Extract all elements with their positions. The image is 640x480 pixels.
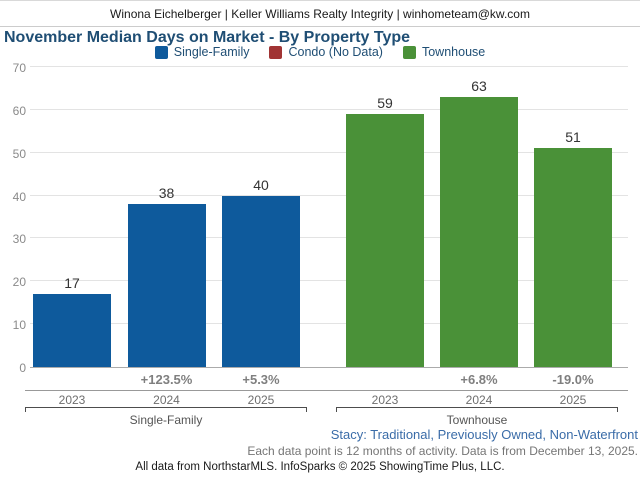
bar-value-label: 63 [471,78,487,94]
legend-label: Townhouse [421,45,486,59]
gridline [30,151,628,153]
year-label: 2023 [58,393,86,407]
year-label: 2025 [559,393,587,407]
bar-value-label: 38 [158,185,175,202]
pct-row-divider [25,390,628,391]
year-label: 2024 [465,393,493,407]
y-axis-labels: 0 10 20 30 40 50 60 70 [0,61,26,375]
pct-change-row: +6.8% -19.0% [346,372,612,387]
y-tick-label: 0 [19,361,26,375]
bar-value-label: 40 [253,176,269,193]
chart-title: November Median Days on Market - By Prop… [4,29,411,46]
legend-swatch-icon [154,45,168,59]
bar-townhouse-2024[interactable] [440,97,518,367]
chart-legend: Single-Family Condo (No Data) Townhouse [0,45,640,59]
legend-item: Townhouse [402,45,486,59]
pct-change-label: +5.3% [242,372,280,387]
agent-header-text: Winona Eichelberger | Keller Williams Re… [110,7,530,21]
bar-group-townhouse: 59 63 51 [346,68,612,367]
bar-value-label: 51 [565,129,581,146]
attribution: All data from NorthstarMLS. InfoSparks ©… [135,461,505,473]
legend-item: Single-Family [154,45,250,59]
pct-change-label [346,372,424,387]
chart-plot: 17 38 40 59 63 51 [30,66,628,368]
y-tick-label: 70 [12,61,26,75]
bar-townhouse-2025[interactable] [534,148,612,367]
year-label: 2024 [153,393,180,407]
legend-swatch-icon [269,45,283,59]
bar-townhouse-2023[interactable] [346,114,424,367]
bar-slot: 38 [127,68,206,367]
year-label: 2023 [371,393,399,407]
y-tick-label: 20 [12,275,26,290]
data-note: Each data point is 12 months of activity… [247,444,638,458]
year-label-row: 2023 2024 2025 [346,393,612,407]
group-bracket [336,407,618,412]
gridline [30,108,628,110]
gridline [30,237,628,239]
group-label: Single-Family [129,413,203,427]
bar-slot: 17 [33,68,111,367]
legend-label: Single-Family [173,45,250,59]
y-tick-label: 40 [12,189,26,204]
pct-change-row: +123.5% +5.3% [33,372,300,387]
bar-slot: 63 [440,68,518,367]
gridline [30,280,628,282]
pct-change-label: -19.0% [552,372,594,387]
gridline [30,194,628,196]
bar-value-label: 59 [377,95,393,112]
year-label: 2025 [247,393,275,407]
legend-swatch-icon [402,45,416,59]
bar-single-family-2025[interactable] [222,195,300,367]
pct-change-label [33,372,111,387]
y-tick-label: 50 [12,146,26,161]
pct-change-label: +123.5% [140,372,193,387]
group-label: Townhouse [446,413,508,427]
year-label-row: 2023 2024 2025 [33,393,300,407]
y-tick-label: 10 [12,318,26,333]
bar-slot: 40 [222,68,300,367]
bar-slot: 59 [346,68,424,367]
bar-group-single-family: 17 38 40 [33,68,300,367]
pct-change-label: +6.8% [460,372,498,387]
gridline [30,323,628,325]
filter-summary: Stacy: Traditional, Previously Owned, No… [330,427,638,442]
bar-single-family-2024[interactable] [127,204,206,367]
y-tick-label: 30 [12,232,26,247]
bar-value-label: 17 [64,275,80,292]
y-tick-label: 60 [12,103,26,118]
legend-item: Condo (No Data) [269,45,383,59]
bar-single-family-2023[interactable] [33,294,111,367]
agent-header: Winona Eichelberger | Keller Williams Re… [0,0,640,27]
gridline [30,66,628,67]
group-bracket [25,407,307,412]
bar-slot: 51 [534,68,612,367]
legend-label: Condo (No Data) [288,45,383,59]
